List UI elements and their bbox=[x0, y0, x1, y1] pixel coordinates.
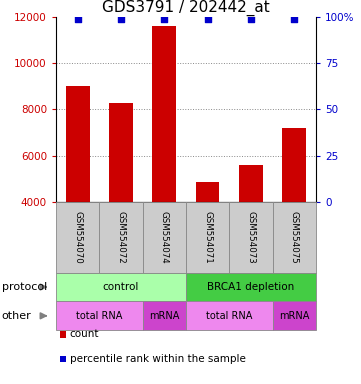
Text: GSM554075: GSM554075 bbox=[290, 211, 299, 263]
Bar bbox=[196, 182, 219, 202]
Bar bbox=[66, 86, 90, 202]
Text: other: other bbox=[2, 311, 31, 321]
Bar bbox=[152, 26, 176, 202]
Text: GSM554072: GSM554072 bbox=[117, 211, 125, 263]
Bar bbox=[239, 165, 263, 202]
Point bbox=[291, 16, 297, 22]
Point bbox=[248, 16, 254, 22]
Text: total RNA: total RNA bbox=[76, 311, 122, 321]
Text: protocol: protocol bbox=[2, 282, 47, 292]
Point bbox=[205, 16, 210, 22]
Point bbox=[161, 16, 167, 22]
Text: control: control bbox=[103, 282, 139, 292]
Bar bbox=[282, 128, 306, 202]
Text: GSM554073: GSM554073 bbox=[247, 211, 255, 263]
Bar bbox=[109, 103, 133, 202]
Title: GDS3791 / 202442_at: GDS3791 / 202442_at bbox=[102, 0, 270, 16]
Text: percentile rank within the sample: percentile rank within the sample bbox=[70, 354, 245, 364]
Point bbox=[118, 16, 124, 22]
Text: GSM554070: GSM554070 bbox=[73, 211, 82, 263]
Text: mRNA: mRNA bbox=[279, 311, 309, 321]
Text: BRCA1 depletion: BRCA1 depletion bbox=[207, 282, 295, 292]
Point bbox=[75, 16, 81, 22]
Text: GSM554071: GSM554071 bbox=[203, 211, 212, 263]
Text: total RNA: total RNA bbox=[206, 311, 252, 321]
Text: count: count bbox=[70, 329, 99, 339]
Text: GSM554074: GSM554074 bbox=[160, 211, 169, 263]
Text: mRNA: mRNA bbox=[149, 311, 179, 321]
